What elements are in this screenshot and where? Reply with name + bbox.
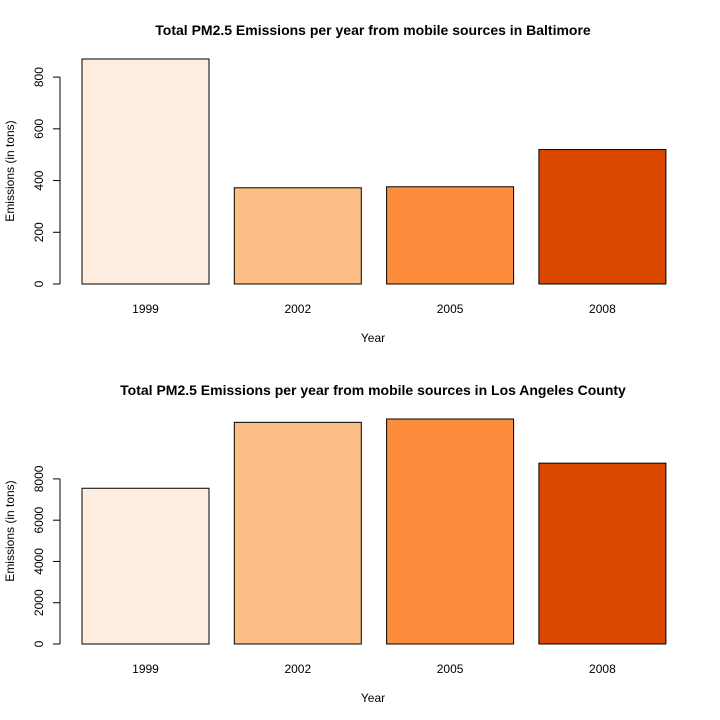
y-axis-label: Emissions (in tons) — [3, 480, 17, 581]
y-tick-label: 2000 — [32, 589, 46, 616]
bar-2005 — [386, 186, 515, 285]
y-tick-label: 4000 — [32, 548, 46, 575]
x-tick-label: 2008 — [589, 662, 616, 676]
bar-2008 — [538, 149, 667, 285]
bar-2008 — [538, 462, 667, 645]
los-angeles-chart: Total PM2.5 Emissions per year from mobi… — [3, 382, 667, 705]
chart-title: Total PM2.5 Emissions per year from mobi… — [155, 22, 591, 38]
x-tick-label: 1999 — [132, 302, 159, 316]
y-tick-label: 8000 — [32, 465, 46, 492]
x-tick-label: 2008 — [589, 302, 616, 316]
y-axis-label: Emissions (in tons) — [3, 120, 17, 221]
chart-title: Total PM2.5 Emissions per year from mobi… — [120, 382, 626, 398]
x-tick-label: 2002 — [284, 302, 311, 316]
y-tick-label: 0 — [32, 280, 46, 287]
y-axis: 0 200 400 600 800 — [32, 67, 61, 287]
y-tick-label: 400 — [32, 170, 46, 190]
y-tick-label: 600 — [32, 118, 46, 138]
y-tick-label: 800 — [32, 67, 46, 87]
bar-group — [81, 58, 667, 285]
baltimore-chart: Total PM2.5 Emissions per year from mobi… — [3, 22, 667, 345]
bar-1999 — [81, 487, 210, 645]
x-tick-label: 2005 — [437, 302, 464, 316]
x-axis-label: Year — [361, 691, 385, 705]
x-tick-labels: 1999 2002 2005 2008 — [132, 302, 616, 316]
y-axis: 0 2000 4000 6000 8000 — [32, 465, 61, 647]
bar-2002 — [233, 421, 362, 645]
bar-2005 — [386, 418, 515, 645]
bar-group — [81, 418, 667, 645]
y-tick-label: 200 — [32, 222, 46, 242]
x-tick-label: 2005 — [437, 662, 464, 676]
x-tick-label: 2002 — [284, 662, 311, 676]
x-tick-label: 1999 — [132, 662, 159, 676]
bar-1999 — [81, 58, 210, 285]
x-axis-label: Year — [361, 331, 385, 345]
y-tick-label: 0 — [32, 640, 46, 647]
x-tick-labels: 1999 2002 2005 2008 — [132, 662, 616, 676]
bar-2002 — [233, 187, 362, 285]
y-tick-label: 6000 — [32, 506, 46, 533]
